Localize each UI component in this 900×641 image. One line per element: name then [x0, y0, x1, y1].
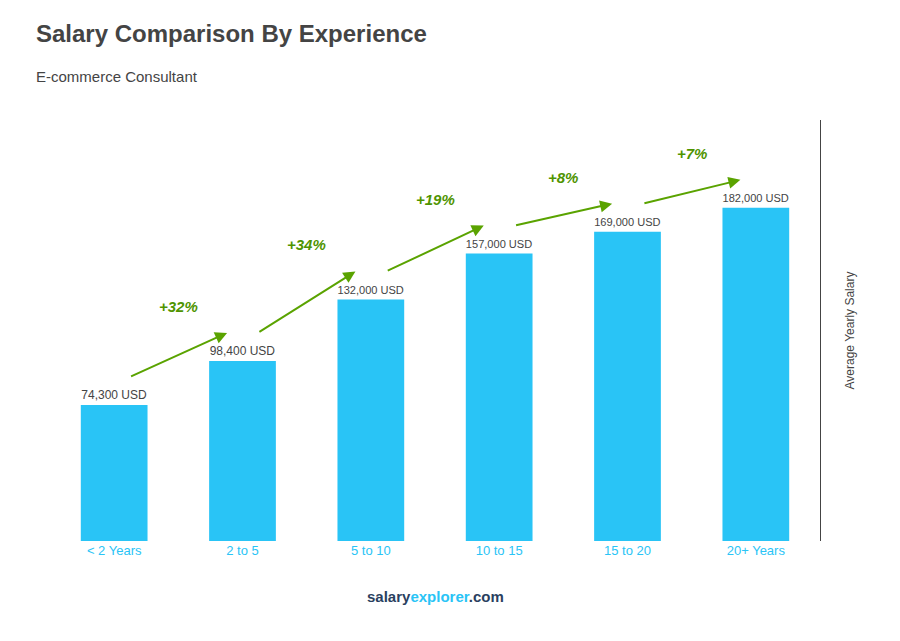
svg-text:salaryexplorer.com: salaryexplorer.com [367, 588, 504, 605]
svg-text:132,000 USD: 132,000 USD [338, 284, 404, 296]
svg-text:E-commerce Consultant: E-commerce Consultant [36, 68, 198, 85]
svg-text:10 to 15: 10 to 15 [476, 543, 523, 558]
svg-text:5 to 10: 5 to 10 [351, 543, 391, 558]
svg-text:+8%: +8% [548, 169, 578, 186]
svg-text:Average Yearly Salary: Average Yearly Salary [843, 272, 857, 390]
svg-text:+32%: +32% [159, 298, 198, 315]
svg-text:+19%: +19% [416, 191, 455, 208]
svg-text:+7%: +7% [677, 145, 707, 162]
svg-text:+34%: +34% [287, 236, 326, 253]
svg-text:15 to 20: 15 to 20 [604, 543, 651, 558]
svg-text:182,000 USD: 182,000 USD [723, 192, 789, 204]
svg-text:2 to 5: 2 to 5 [226, 543, 259, 558]
svg-text:98,400 USD: 98,400 USD [210, 344, 276, 358]
svg-text:157,000 USD: 157,000 USD [466, 238, 532, 250]
svg-text:Salary Comparison By Experienc: Salary Comparison By Experience [36, 20, 427, 47]
svg-text:20+ Years: 20+ Years [727, 543, 786, 558]
svg-text:169,000 USD: 169,000 USD [594, 216, 660, 228]
svg-text:< 2 Years: < 2 Years [87, 543, 142, 558]
svg-text:74,300 USD: 74,300 USD [81, 388, 147, 402]
